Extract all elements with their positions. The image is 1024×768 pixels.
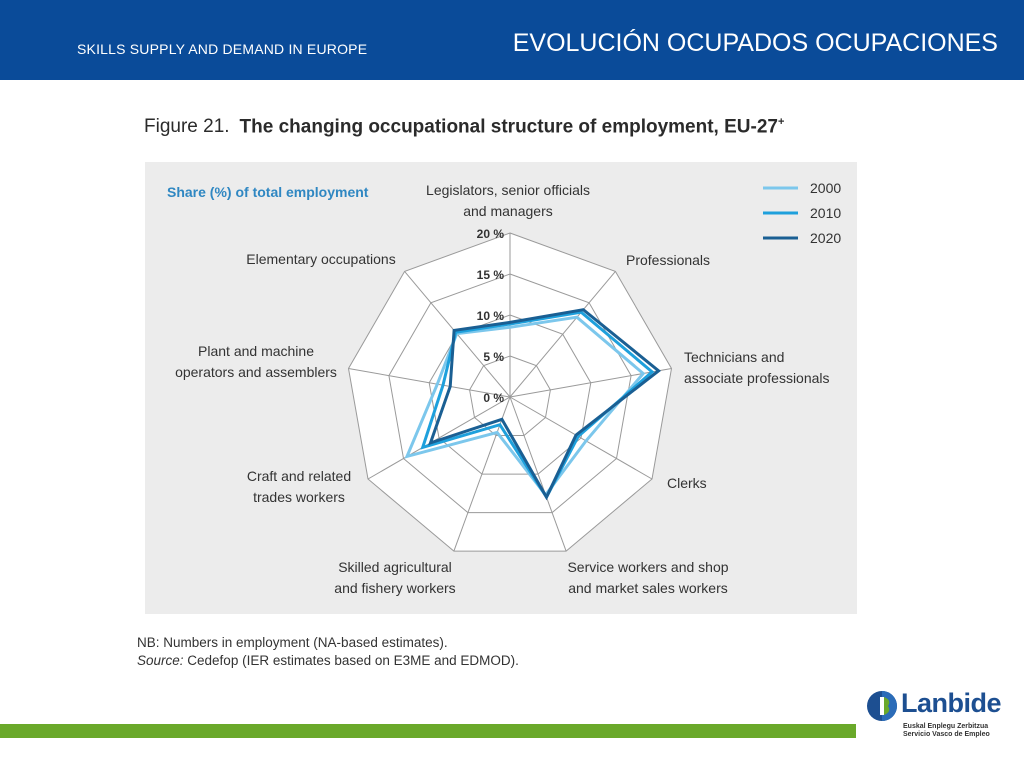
slide-title: EVOLUCIÓN OCUPADOS OCUPACIONES [512,29,998,57]
category-label: Clerks [667,475,707,491]
legend-label-2020: 2020 [810,230,841,246]
series-line-2000 [404,315,646,498]
spoke [509,396,567,552]
category-label: Craft and related [247,468,351,484]
legend-label-2000: 2000 [810,180,841,196]
category-label: Skilled agricultural [338,559,452,575]
legend-label-2010: 2010 [810,205,841,221]
figure-title-text: The changing occupational structure of e… [239,116,778,138]
radial-tick-label: 15 % [477,268,505,282]
category-label: Technicians and [684,349,784,365]
radial-tick-label: 10 % [477,309,505,323]
radial-tick-label: 5 % [483,350,504,364]
figure-title-superscript: + [777,116,785,128]
category-label: and managers [463,203,553,219]
logo-tagline-spanish: Servicio Vasco de Empleo [903,731,990,738]
bottom-decorative-strip [0,724,856,738]
category-label: and fishery workers [334,580,455,596]
figure-number: Figure 21. [144,116,230,138]
series-line-2010 [420,310,655,501]
logo-tagline: Euskal Enplegu Zerbitzua Servicio Vasco … [903,723,990,739]
source-text: Cedefop (IER estimates based on E3ME and… [183,653,519,668]
spoke [509,271,616,398]
radar-chart: 0 % 5 % 10 % 15 % 20 % Legislators, senior of… [167,180,841,596]
source-note: Source: Cedefop (IER estimates based on … [137,652,519,670]
nb-note: NB: Numbers in employment (NA-based esti… [137,635,448,650]
category-label: Service workers and shop [567,559,728,575]
radial-tick-label: 20 % [477,227,505,241]
radar-chart-panel: 0 % 5 % 10 % 15 % 20 % Legislators, senior of… [145,162,857,614]
spoke [509,396,653,480]
spoke [348,368,511,398]
header-bar: SKILLS SUPPLY AND DEMAND IN EUROPE EVOLU… [0,0,1024,80]
lanbide-logo-mark-icon [867,691,897,721]
category-label: Elementary occupations [246,251,395,267]
figure-title: Figure 21. The changing occupational stru… [144,116,784,138]
series-line-2020 [428,308,662,501]
category-label: associate professionals [684,370,830,386]
spoke [367,396,511,480]
category-label: operators and assemblers [175,364,337,380]
category-label: Legislators, senior officials [426,182,590,198]
chart-title: Share (%) of total employment [167,184,369,200]
grid-ring-10 [428,314,592,475]
category-label: trades workers [253,489,345,505]
source-label: Source: [137,653,184,668]
lanbide-logo: Lanbide Euskal Enplegu Zerbitzua Servici… [866,688,1002,748]
category-label: Professionals [626,252,710,268]
figure-notes: NB: Numbers in employment (NA-based esti… [137,634,519,670]
category-label: Plant and machine [198,343,314,359]
spoke [453,396,511,552]
radial-tick-label: 0 % [483,391,504,405]
category-label: and market sales workers [568,580,728,596]
logo-tagline-basque: Euskal Enplegu Zerbitzua [903,723,989,730]
grid-ring-15 [388,273,632,514]
logo-wordmark: Lanbide [901,688,1002,718]
presentation-subtitle: SKILLS SUPPLY AND DEMAND IN EUROPE [77,41,368,57]
